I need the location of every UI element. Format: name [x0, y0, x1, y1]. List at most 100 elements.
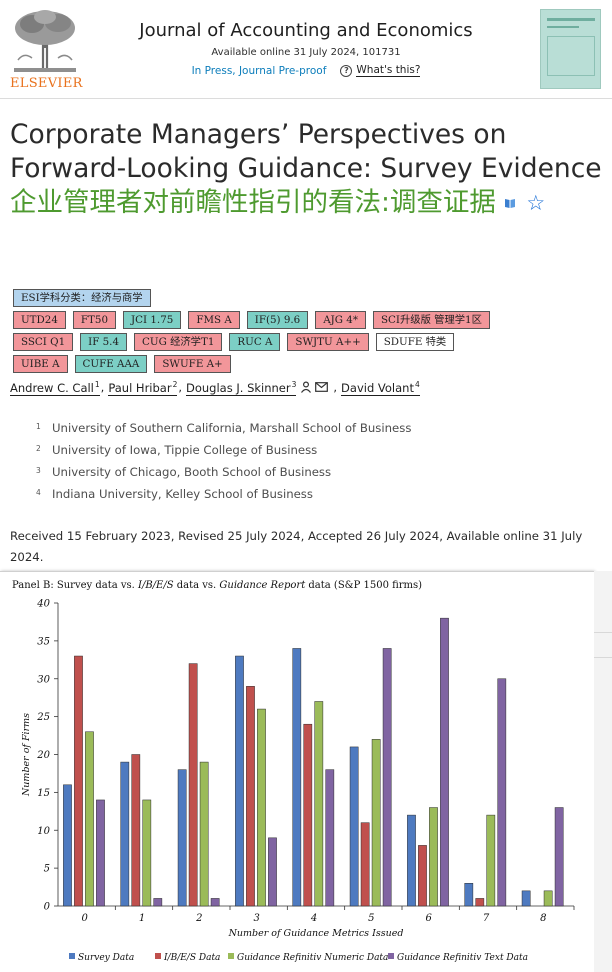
y-tick-label: 25	[36, 712, 50, 723]
legend-label: I/B/E/S Data	[163, 953, 220, 963]
email-icon[interactable]	[315, 382, 329, 392]
affiliation-item: 2 University of Iowa, Tippie College of B…	[36, 443, 411, 465]
x-tick-label: 8	[540, 913, 546, 924]
y-tick-label: 30	[37, 674, 50, 685]
bar-chart: Panel B: Survey data vs. I/B/E/S data vs…	[12, 580, 575, 963]
side-divider	[594, 657, 612, 658]
y-tick-label: 5	[44, 864, 50, 875]
bar-survey-data	[521, 890, 531, 907]
question-circle-icon: ?	[340, 64, 353, 77]
article-title-chinese: 企业管理者对前瞻性指引的看法:调查证据	[10, 187, 496, 219]
ranking-tag: SSCI Q1	[13, 333, 74, 351]
ranking-tag: FT50	[72, 311, 117, 329]
ranking-tag: SWJTU A++	[287, 333, 369, 351]
affiliation-text: University of Southern California, Marsh…	[52, 421, 412, 435]
tag-row: UTD24 FT50 JCI 1.75 FMS A IF(5) 9.6 AJG 4* SCI…	[13, 311, 573, 329]
author-name: Andrew C. Call	[10, 380, 94, 395]
elsevier-logo[interactable]: ELSEVIER	[10, 8, 83, 91]
y-tick-label: 20	[36, 750, 50, 761]
chart-title-part: Panel B: Survey data vs.	[12, 580, 138, 591]
ranking-tag: RUC A	[229, 333, 281, 351]
legend-swatch	[388, 953, 394, 959]
ranking-tag: FMS A	[188, 311, 240, 329]
bar-guidance-refinitiv-text-data	[268, 837, 277, 907]
affiliation-item: 1 University of Southern California, Mars…	[36, 421, 411, 443]
tag-row: ESI学科分类：经济与商学	[13, 289, 573, 307]
bar-i-b-e-s-data	[303, 723, 313, 907]
bar-i-b-e-s-data	[246, 686, 255, 907]
corresponding-author-icon[interactable]	[300, 381, 312, 393]
author-separator: ,	[178, 379, 182, 394]
affiliation-text: University of Chicago, Booth School of B…	[52, 465, 332, 479]
affiliation-marker: 3	[291, 380, 297, 389]
ranking-tag: CUG 经济学T1	[134, 333, 223, 351]
article-title: Corporate Managers’ Perspectives on Forw…	[10, 118, 606, 221]
affiliation-text: University of Iowa, Tippie College of Bu…	[52, 443, 318, 457]
legend-label: Survey Data	[78, 953, 134, 963]
x-tick-label: 6	[425, 913, 432, 924]
journal-ranking-tags: ESI学科分类：经济与商学 UTD24 FT50 JCI 1.75 FMS A IF(5)…	[13, 289, 573, 377]
ranking-tag: ESI学科分类：经济与商学	[13, 289, 151, 307]
x-tick-label: 2	[195, 913, 202, 924]
affiliation-item: 3 University of Chicago, Booth School of …	[36, 465, 411, 487]
bar-guidance-refinitiv-text-data	[96, 799, 105, 907]
author-link[interactable]: Paul Hribar2	[108, 378, 178, 396]
open-book-icon[interactable]	[504, 198, 516, 209]
bar-guidance-refinitiv-text-data	[440, 617, 449, 907]
available-online-text: Available online 31 July 2024, 101731	[211, 47, 401, 58]
article-history: Received 15 February 2023, Revised 25 Ju…	[10, 529, 583, 564]
affiliation-marker: 4	[414, 380, 420, 389]
bar-survey-data	[120, 761, 130, 907]
bar-guidance-refinitiv-numeric-data	[486, 814, 496, 907]
bar-guidance-refinitiv-text-data	[153, 898, 163, 907]
y-tick-label: 40	[36, 599, 50, 610]
bar-guidance-refinitiv-numeric-data	[429, 807, 438, 907]
side-divider	[594, 632, 612, 633]
bar-i-b-e-s-data	[360, 822, 370, 907]
author-link[interactable]: Andrew C. Call1	[10, 378, 100, 396]
chart-title-part: data vs.	[174, 580, 220, 591]
bar-i-b-e-s-data	[475, 898, 485, 907]
author-name: David Volant	[341, 380, 414, 395]
header-divider	[0, 98, 612, 99]
journal-info: Journal of Accounting and Economics Avai…	[96, 20, 516, 77]
cover-band	[547, 18, 595, 21]
favorite-star-icon[interactable]: ☆	[526, 191, 546, 216]
author-link[interactable]: David Volant4	[341, 378, 420, 396]
whats-this-link[interactable]: ? What's this?	[340, 64, 421, 77]
publisher-name: ELSEVIER	[10, 76, 83, 91]
bar-guidance-refinitiv-numeric-data	[85, 731, 94, 907]
journal-pre-proof-link[interactable]: In Press, Journal Pre-proof	[191, 64, 327, 77]
bar-guidance-refinitiv-text-data	[554, 807, 564, 907]
chart-title-part: Guidance Report	[219, 580, 306, 591]
affiliation-item: 4 Indiana University, Kelley School of Bu…	[36, 487, 411, 509]
legend-swatch	[155, 953, 161, 959]
elsevier-tree-icon	[10, 8, 80, 74]
legend-swatch	[69, 953, 75, 959]
bar-survey-data	[63, 784, 72, 907]
figure-panel: Panel B: Survey data vs. I/B/E/S data vs…	[0, 571, 594, 972]
affiliation-text: Indiana University, Kelley School of Bus…	[52, 487, 313, 501]
chart-title-part: I/B/E/S	[137, 580, 174, 591]
bar-i-b-e-s-data	[188, 663, 198, 907]
chart-title: Panel B: Survey data vs. I/B/E/S data vs…	[12, 580, 422, 591]
author-name: Douglas J. Skinner	[186, 380, 291, 395]
bar-guidance-refinitiv-numeric-data	[199, 761, 209, 907]
ranking-tag: UTD24	[13, 311, 66, 329]
ranking-tag: AJG 4*	[315, 311, 366, 329]
author-separator: ,	[333, 379, 338, 394]
journal-name-link[interactable]: Journal of Accounting and Economics	[139, 20, 473, 41]
whats-this-label: What's this?	[356, 64, 421, 77]
tag-row: SSCI Q1 IF 5.4 CUG 经济学T1 RUC A SWJTU A++ SDUF…	[13, 333, 573, 351]
x-tick-label: 0	[81, 913, 88, 924]
bar-survey-data	[177, 769, 187, 907]
chart-title-part: data (S&P 1500 firms)	[305, 580, 422, 591]
bar-survey-data	[292, 648, 302, 907]
journal-cover-thumbnail[interactable]	[540, 9, 601, 89]
article-title-english: Corporate Managers’ Perspectives on Forw…	[10, 119, 602, 185]
affiliation-number: 4	[36, 488, 41, 497]
affiliation-marker: 2	[172, 380, 178, 389]
bar-i-b-e-s-data	[131, 754, 141, 907]
author-link[interactable]: Douglas J. Skinner3	[186, 378, 297, 396]
ranking-tag: SDUFE 特类	[375, 333, 455, 351]
